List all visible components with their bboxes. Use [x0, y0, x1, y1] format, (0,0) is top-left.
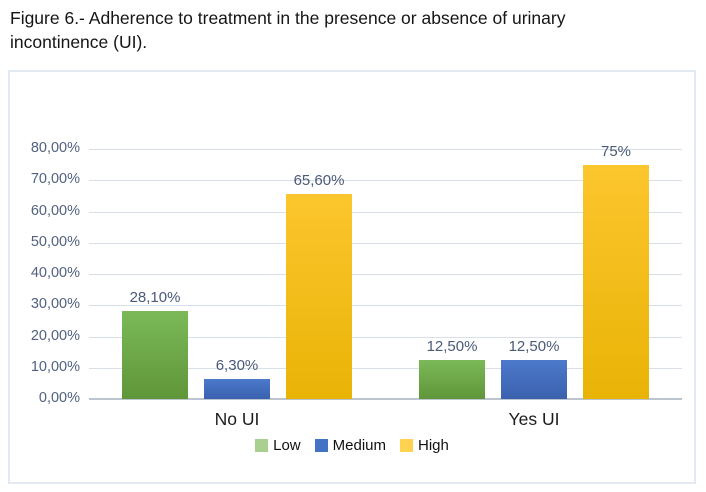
- legend-label-low: Low: [273, 437, 301, 454]
- legend-item-medium: Medium: [314, 437, 387, 454]
- legend-swatch-medium: [314, 439, 328, 452]
- legend-item-low: Low: [255, 437, 301, 454]
- bar-value-label: 12,50%: [508, 338, 560, 355]
- category-label-no-ui: No UI: [214, 409, 260, 429]
- plot-area: 0,00% 10,00% 20,00% 30,00% 40,00% 50,00% 60,00…: [10, 72, 694, 482]
- bar-medium-yes-ui: [501, 360, 567, 399]
- bar-low-yes-ui: [419, 360, 485, 399]
- y-axis-tick-label: 20,00%: [30, 327, 80, 344]
- bar-low-no-ui: [122, 311, 188, 399]
- legend-label-medium: Medium: [332, 437, 387, 454]
- y-axis-tick-label: 70,00%: [30, 171, 80, 188]
- bar-high-no-ui: [286, 194, 352, 399]
- bar-high-yes-ui: [583, 165, 649, 399]
- bar-value-label: 6,30%: [215, 357, 259, 374]
- bar-value-label: 65,60%: [293, 172, 345, 189]
- bar-value-label: 75%: [600, 143, 632, 160]
- legend: Low Medium High: [10, 437, 694, 454]
- legend-swatch-high: [400, 439, 414, 452]
- figure-title: Figure 6.- Adherence to treatment in the…: [10, 8, 566, 53]
- gridline: [89, 367, 682, 369]
- bar-medium-no-ui: [204, 379, 270, 399]
- legend-swatch-low: [255, 439, 269, 452]
- x-axis-line: [89, 398, 682, 400]
- legend-item-high: High: [400, 437, 449, 454]
- y-axis-tick-label: 50,00%: [30, 233, 80, 250]
- gridline: [89, 242, 682, 244]
- gridline: [89, 336, 682, 338]
- bar-value-label: 28,10%: [129, 289, 181, 306]
- gridline: [89, 274, 682, 275]
- bar-value-label: 12,50%: [426, 338, 478, 355]
- gridline: [89, 149, 682, 150]
- y-axis-tick-label: 40,00%: [30, 265, 80, 281]
- legend-label-high: High: [418, 437, 449, 454]
- y-axis-tick-label: 30,00%: [30, 296, 80, 313]
- y-axis-tick-label: 80,00%: [30, 140, 80, 156]
- gridline: [89, 305, 682, 307]
- gridline: [89, 180, 682, 182]
- gridline: [89, 211, 682, 213]
- category-label-yes-ui: Yes UI: [508, 409, 560, 429]
- chart-container: 0,00% 10,00% 20,00% 30,00% 40,00% 50,00% 60,00…: [8, 70, 696, 484]
- y-axis-tick-label: 0,00%: [38, 390, 80, 406]
- y-axis-tick-label: 10,00%: [30, 358, 80, 375]
- y-axis-tick-label: 60,00%: [30, 202, 80, 219]
